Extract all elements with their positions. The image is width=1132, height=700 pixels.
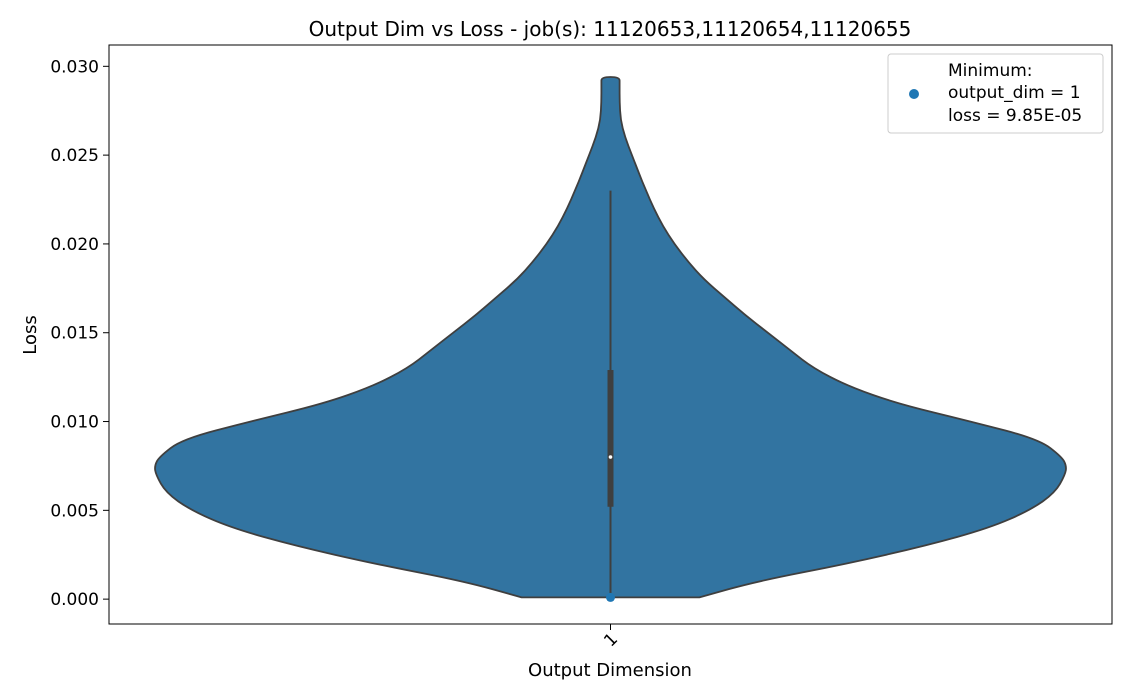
y-axis: 0.000 0.005 0.010 0.015 0.020 0.025 0.030 [50,57,109,610]
y-tick-label: 0.030 [50,57,99,77]
y-tick-label: 0.005 [50,501,99,521]
chart-title: Output Dim vs Loss - job(s): 11120653,11… [309,17,912,41]
x-axis-title: Output Dimension [528,660,692,681]
legend: Minimum: output_dim = 1 loss = 9.85E-05 [887,53,1104,134]
plot-area [154,76,1067,602]
x-tick-label: 1 [600,629,622,651]
legend-line-loss: loss = 9.85E-05 [948,106,1082,126]
minimum-point [606,592,615,602]
y-tick-label: 0.015 [50,324,99,344]
legend-line-output-dim: output_dim = 1 [948,83,1081,103]
y-tick-label: 0.000 [50,590,99,610]
violin-median-marker [608,455,613,459]
y-tick-label: 0.010 [50,413,99,433]
y-tick-label: 0.025 [50,146,99,166]
y-tick-label: 0.020 [50,235,99,255]
x-axis: 1 [600,624,622,651]
legend-marker [909,89,919,99]
legend-line-title: Minimum: [948,61,1033,81]
legend-box [887,53,1104,134]
y-axis-title: Loss [20,315,41,354]
